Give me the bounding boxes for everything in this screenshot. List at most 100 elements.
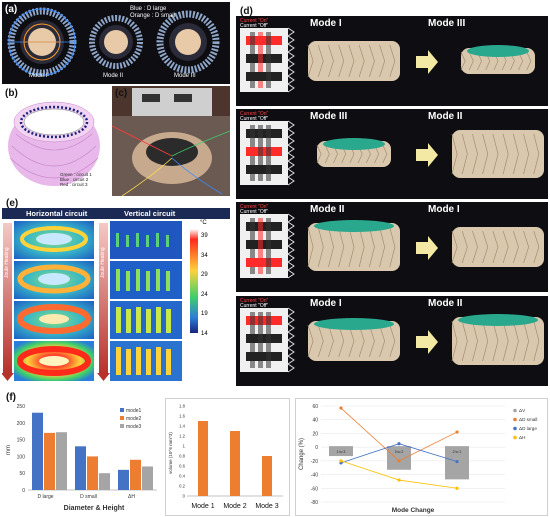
legend-swatch (120, 416, 124, 420)
current-on-label: Current "On" (240, 297, 269, 304)
mode-right-label: Mode II (428, 297, 463, 309)
x-tick-label: ΔH (128, 494, 135, 500)
y-axis-label: Change (%) (299, 438, 305, 470)
bar (44, 432, 55, 490)
panel-a-rings (7, 7, 220, 77)
data-point (339, 459, 343, 463)
legend-swatch (513, 417, 517, 422)
panel-b: (b) Green : circuit 1 Blue : circuit 2 R… (2, 86, 110, 196)
row-illustration (240, 307, 544, 373)
y-tick-label: 0.2 (179, 484, 185, 489)
panel-d: Current "On" Current "Off" Mode I Mode III C… (236, 16, 548, 388)
bar (87, 456, 98, 490)
temperature-ticks: 39 34 29 24 19 14 (201, 227, 208, 345)
y-tick-label: 1.8 (179, 404, 185, 409)
y-axis-label: mm (6, 445, 12, 455)
col-horizontal-title: Horizontal circuit (26, 209, 88, 218)
panel-f-label: (f) (6, 392, 16, 403)
data-point (397, 478, 401, 482)
x-tick-label: D small (80, 494, 97, 500)
joule-heating-label-1: Joule Heating (4, 247, 10, 278)
mode-transition-row: Current "On" Current "Off" Mode II Mode I (236, 202, 548, 293)
panel-e-label: (e) (6, 198, 19, 209)
mode-right-label: Mode III (428, 18, 466, 29)
mode-transition-row: Current "On" Current "Off" Mode I Mode III (236, 16, 548, 106)
data-point (339, 406, 343, 410)
y-axis-label: volume (10^6 mm^3) (168, 432, 173, 474)
ring-mode-1 (7, 7, 77, 77)
legend-entry: mode3 (126, 424, 142, 430)
mode-left-label: Mode I (310, 18, 342, 29)
y-tick-label: 40 (312, 418, 318, 424)
legend-swatch (513, 435, 517, 440)
bar (56, 432, 67, 490)
y-tick-label: 150 (17, 438, 26, 444)
mode-right-label: Mode II (428, 111, 463, 123)
tick-29: 29 (201, 272, 208, 279)
panel-a: (a) Blue : D large Orange : D small Mode… (2, 2, 230, 84)
temperature-unit: °C (200, 220, 207, 226)
x-axis-label: Diameter & Height (64, 505, 125, 512)
x-tick-label: Mode 3 (255, 503, 278, 510)
legend-swatch (120, 408, 124, 412)
thermal-images (2, 221, 198, 381)
legend-swatch (513, 408, 517, 413)
legend-swatch (513, 426, 517, 431)
current-off-label: Current "Off" (240, 116, 269, 123)
bar (198, 421, 208, 496)
change-bar (329, 446, 353, 457)
legend-orange: Orange : D small (130, 13, 176, 19)
mode-left-label: Mode I (310, 297, 342, 309)
bar (99, 473, 110, 490)
x-tick-label: D large (37, 494, 53, 500)
mode-2-label: Mode II (103, 73, 124, 79)
row-illustration (240, 213, 544, 279)
y-tick-label: -40 (311, 473, 318, 479)
current-off-label: Current "Off" (240, 23, 269, 29)
bar (130, 459, 141, 490)
mode-left-label: Mode II (310, 204, 345, 216)
legend-circuit-2: Blue : circuit 2 (60, 177, 89, 182)
y-tick-label: 1.6 (179, 414, 185, 419)
row-illustration (240, 27, 535, 93)
legend-swatch (120, 424, 124, 428)
current-off-label: Current "Off" (240, 209, 269, 216)
x-axis-label: Mode Change (392, 507, 435, 514)
y-tick-label: 100 (17, 454, 26, 460)
panel-e: Horizontal circuit Vertical circuit (2, 208, 230, 384)
x-tick-label: Mode 1 (191, 503, 214, 510)
row-illustration (240, 120, 544, 186)
y-tick-label: 20 (312, 431, 318, 437)
y-tick-label: -20 (311, 459, 318, 465)
current-on-label: Current "On" (240, 204, 269, 211)
mode-transition-row: Current "On" Current "Off" Mode I Mode II (236, 295, 548, 386)
mode-3-label: Mode III (174, 73, 196, 79)
bar-chart-volume: 0 0.2 0.4 0.6 0.8 1 1.2 1.4 1.6 1.8 Mode 1 Mode 2 Mo… (165, 398, 290, 516)
y-tick-label: 0 (315, 445, 318, 451)
change-bar (387, 446, 411, 470)
y-tick-label: 0.8 (179, 454, 185, 459)
line-chart-change: 60 40 20 0 -20 -40 -60 -80 1 to 3 3 to 2 2 to 1 ΔV Δ… (295, 398, 548, 516)
bar (142, 466, 153, 490)
data-point (455, 459, 459, 464)
panel-label: (a) (5, 4, 18, 15)
mode-1-label: Mode I (29, 73, 48, 79)
data-point (397, 459, 401, 463)
y-tick-label: 0 (183, 494, 186, 499)
joule-heating-label-2: Joule Heating (100, 247, 106, 278)
current-on-label: Current "On" (240, 111, 269, 118)
tick-19: 19 (201, 311, 208, 318)
box-label: 2 to 1 (453, 450, 462, 454)
mode-transition-row: Current "On" Current "Off" Mode III Mode II (236, 109, 548, 200)
legend-entry: mode2 (126, 416, 142, 422)
y-tick-label: -60 (311, 486, 318, 492)
y-tick-label: 0.4 (179, 474, 185, 479)
panel-label: (b) (5, 88, 18, 99)
experiment-photo (111, 86, 231, 197)
bar (32, 412, 43, 490)
mode-right-label: Mode I (428, 204, 460, 216)
bar (118, 469, 129, 490)
bar (262, 456, 272, 496)
circuit-legend: Green : circuit 1 Blue : circuit 2 Red :… (60, 172, 92, 187)
y-tick-label: 200 (17, 421, 26, 427)
